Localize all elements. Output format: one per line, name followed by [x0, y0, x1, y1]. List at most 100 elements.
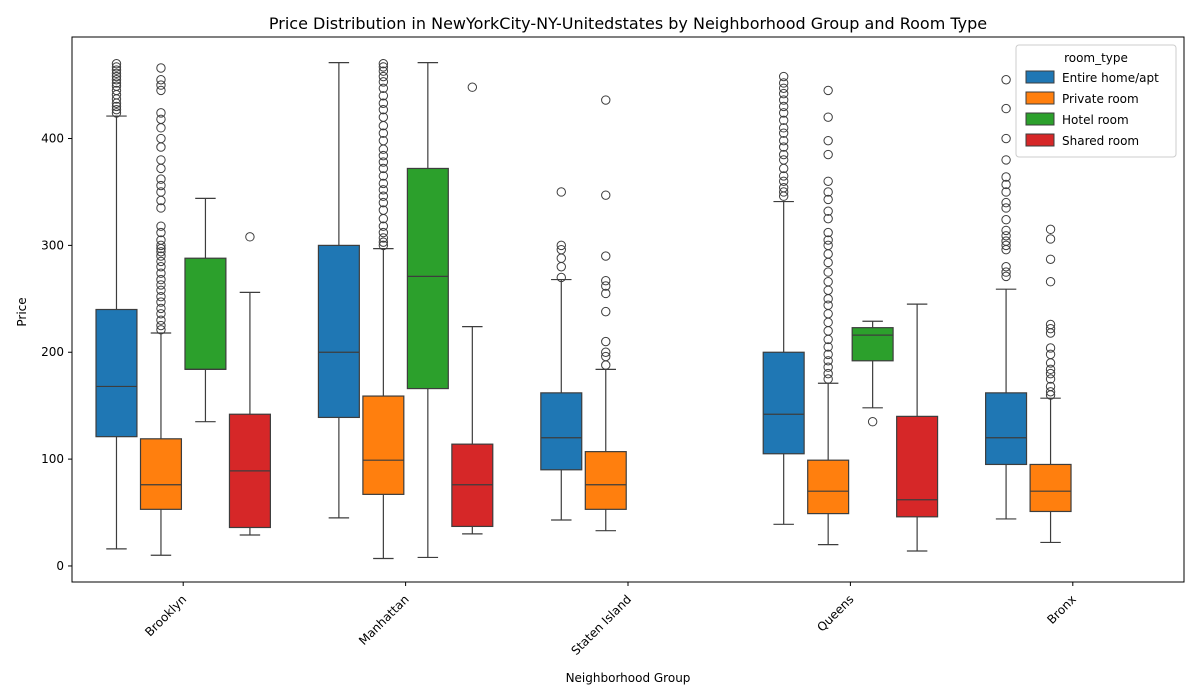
box-iqr: [762, 351, 805, 455]
legend-title: room_type: [1064, 51, 1128, 65]
outlier-point: [111, 101, 122, 112]
outlier-point: [378, 197, 389, 208]
outlier-point: [111, 75, 122, 85]
outlier-point: [156, 80, 166, 90]
outlier-point: [378, 171, 389, 181]
outlier-point: [823, 112, 833, 122]
y-tick-label: 300: [41, 238, 64, 252]
x-axis-label: Neighborhood Group: [566, 671, 691, 685]
outlier-point: [601, 190, 611, 200]
outlier-point: [111, 65, 122, 75]
outlier-point: [378, 178, 389, 189]
outlier-point: [111, 62, 122, 72]
outlier-point: [778, 176, 789, 186]
outlier-point: [378, 77, 389, 87]
outlier-point: [378, 59, 389, 69]
outlier-point: [823, 317, 833, 328]
box-private-room-staten-island: [584, 95, 627, 532]
box-iqr: [95, 308, 138, 438]
outlier-point: [156, 227, 166, 238]
box-entire-home-apt-brooklyn: [95, 59, 138, 550]
outlier-point: [1045, 387, 1056, 397]
outlier-point: [378, 128, 389, 138]
outlier-point: [156, 221, 166, 231]
outlier-point: [156, 108, 166, 118]
outlier-point: [1001, 187, 1011, 197]
outlier-point: [156, 303, 166, 314]
outlier-point: [1001, 155, 1011, 165]
outlier-point: [156, 268, 166, 278]
outlier-point: [823, 85, 833, 96]
outlier-point: [156, 325, 166, 335]
outlier-point: [156, 75, 166, 85]
outlier-point: [111, 68, 122, 79]
y-tick-label: 200: [41, 345, 64, 359]
outlier-point: [823, 135, 833, 146]
outlier-point: [556, 187, 566, 197]
outlier-point: [156, 174, 166, 184]
outlier-point: [1001, 179, 1011, 190]
outlier-point: [778, 187, 789, 197]
outlier-point: [156, 63, 166, 73]
outlier-point: [823, 309, 833, 319]
outlier-point: [823, 176, 833, 186]
box-iqr: [807, 459, 850, 515]
outlier-point: [823, 356, 833, 366]
box-private-room-brooklyn: [139, 63, 183, 556]
outlier-point: [601, 360, 611, 370]
box-entire-home-apt-staten-island: [540, 187, 583, 521]
outlier-point: [1045, 368, 1056, 379]
outlier-point: [778, 83, 789, 93]
outlier-point: [867, 417, 878, 427]
outlier-point: [778, 182, 789, 193]
outlier-point: [378, 104, 389, 115]
outlier-point: [823, 213, 833, 224]
outlier-point: [556, 272, 566, 283]
outlier-point: [378, 135, 389, 146]
legend: room_type Entire home/apt Private room Hote…: [1015, 44, 1177, 158]
outlier-point: [378, 144, 389, 154]
outlier-point: [823, 326, 833, 336]
outlier-point: [1001, 172, 1011, 182]
outlier-point: [1045, 381, 1056, 392]
box-iqr: [1029, 463, 1072, 513]
outlier-point: [1001, 197, 1011, 208]
box-entire-home-apt-queens: [762, 71, 805, 525]
outlier-point: [156, 85, 166, 96]
outlier-point: [467, 82, 478, 92]
outlier-point: [378, 205, 389, 215]
outlier-point: [378, 233, 389, 243]
outlier-point: [778, 78, 789, 88]
outlier-point: [601, 275, 611, 286]
outlier-point: [778, 95, 789, 105]
outlier-point: [601, 306, 611, 317]
outlier-point: [378, 227, 389, 238]
outlier-point: [778, 142, 789, 152]
box-iqr: [139, 438, 183, 510]
outlier-point: [378, 150, 389, 161]
outlier-point: [1045, 374, 1056, 384]
outlier-point: [245, 232, 255, 242]
outlier-point: [601, 281, 611, 291]
box-iqr: [896, 415, 939, 518]
outlier-point: [556, 240, 566, 251]
outlier-point: [156, 247, 166, 257]
outlier-point: [1001, 133, 1011, 144]
outlier-point: [111, 85, 122, 96]
outlier-point: [1001, 225, 1011, 236]
outlier-point: [1001, 271, 1011, 282]
outlier-point: [778, 135, 789, 146]
outlier-point: [778, 88, 789, 99]
box-shared-room-manhattan: [451, 82, 494, 535]
legend-entry-label: Hotel room: [1062, 113, 1129, 127]
outlier-point: [111, 104, 122, 115]
outlier-point: [1045, 358, 1056, 368]
outlier-point: [156, 309, 166, 319]
legend-frame: [1015, 44, 1177, 158]
outlier-point: [823, 300, 833, 310]
outlier-point: [1045, 254, 1056, 264]
outlier-point: [156, 320, 166, 331]
outlier-point: [823, 277, 833, 287]
outlier-point: [156, 240, 166, 251]
outlier-point: [1045, 364, 1056, 375]
